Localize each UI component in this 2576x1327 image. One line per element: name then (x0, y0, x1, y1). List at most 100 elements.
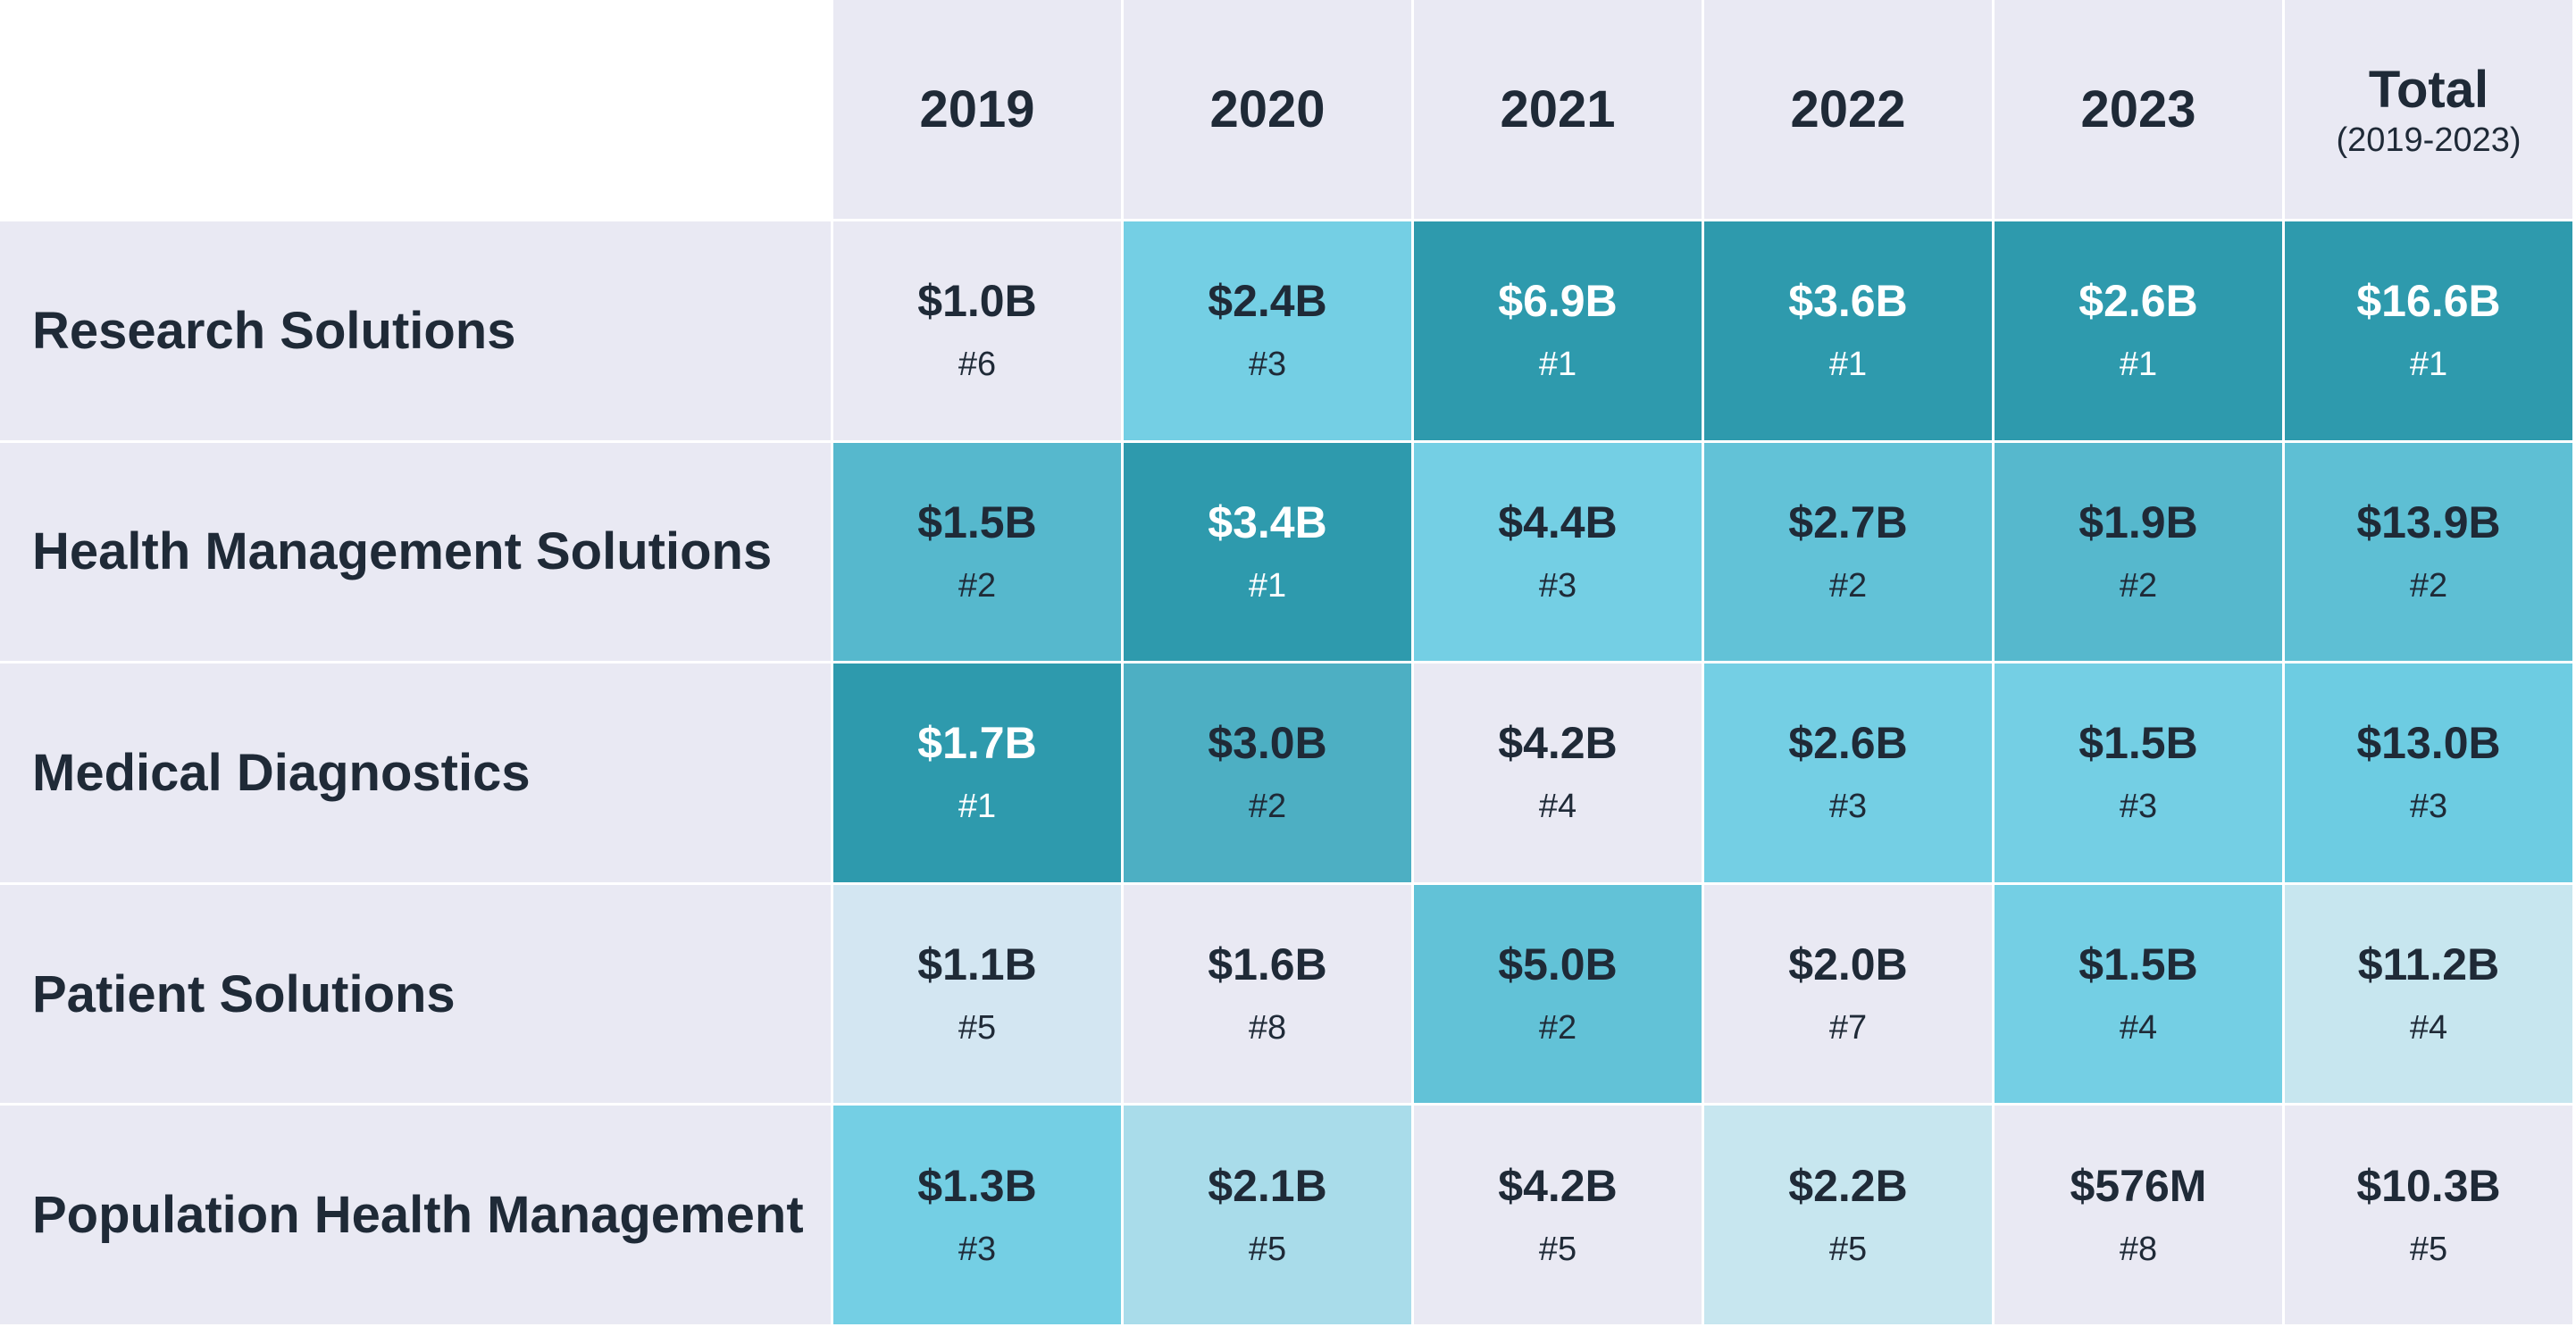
cell-rank: #5 (958, 1009, 997, 1047)
cell-rank: #2 (2409, 566, 2448, 605)
heatmap-cell: $1.1B #5 (833, 884, 1124, 1106)
row-header: Patient Solutions (0, 884, 833, 1106)
heatmap-cell: $13.9B #2 (2285, 442, 2575, 664)
heatmap-cell: $2.7B #2 (1704, 442, 1995, 664)
cell-value: $4.2B (1498, 718, 1618, 769)
column-header-label: 2019 (919, 80, 1035, 138)
cell-value: $6.9B (1498, 276, 1618, 327)
cell-value: $2.1B (1208, 1160, 1327, 1211)
heatmap-cell: $2.2B #5 (1704, 1106, 1995, 1327)
cell-value: $4.2B (1498, 1160, 1618, 1211)
heatmap-cell: $576M #8 (1995, 1106, 2285, 1327)
heatmap-cell: $6.9B #1 (1414, 221, 1704, 443)
cell-rank: #3 (958, 1230, 997, 1268)
column-header-label: 2020 (1209, 80, 1326, 138)
row-header: Health Management Solutions (0, 442, 833, 664)
column-header-label: Total (2368, 60, 2489, 119)
heatmap-cell: $1.5B #3 (1995, 664, 2285, 885)
cell-rank: #3 (1248, 346, 1287, 384)
cell-value: $2.7B (1788, 497, 1908, 547)
cell-rank: #2 (1828, 566, 1868, 605)
cell-value: $1.7B (917, 718, 1037, 769)
cell-value: $5.0B (1498, 939, 1618, 990)
cell-value: $3.6B (1788, 276, 1908, 327)
row-header: Population Health Management (0, 1106, 833, 1327)
cell-rank: #5 (1828, 1230, 1868, 1268)
cell-value: $1.5B (2078, 939, 2198, 990)
heatmap-cell: $2.4B #3 (1124, 221, 1414, 443)
row-header: Research Solutions (0, 221, 833, 443)
heatmap-cell: $3.6B #1 (1704, 221, 1995, 443)
heatmap-cell: $1.9B #2 (1995, 442, 2285, 664)
cell-rank: #4 (2409, 1009, 2448, 1047)
column-header: 2020 (1124, 0, 1414, 221)
column-header: 2023 (1995, 0, 2285, 221)
heatmap-cell: $1.5B #2 (833, 442, 1124, 664)
cell-rank: #6 (958, 346, 997, 384)
cell-value: $3.0B (1208, 718, 1327, 769)
cell-rank: #2 (958, 566, 997, 605)
cell-value: $2.6B (1788, 718, 1908, 769)
cell-value: $11.2B (2357, 939, 2500, 990)
column-header-sublabel: (2019-2023) (2336, 121, 2522, 159)
heatmap-cell: $1.6B #8 (1124, 884, 1414, 1106)
heatmap-cell: $2.1B #5 (1124, 1106, 1414, 1327)
heatmap-cell: $3.0B #2 (1124, 664, 1414, 885)
cell-value: $2.4B (1208, 276, 1327, 327)
corner-cell (0, 0, 833, 221)
cell-value: $1.1B (917, 939, 1037, 990)
cell-rank: #1 (1538, 346, 1577, 384)
heatmap-cell: $1.3B #3 (833, 1106, 1124, 1327)
heatmap-cell: $4.2B #4 (1414, 664, 1704, 885)
cell-rank: #5 (1248, 1230, 1287, 1268)
cell-rank: #1 (1248, 566, 1287, 605)
heatmap-cell: $4.2B #5 (1414, 1106, 1704, 1327)
cell-rank: #1 (2119, 346, 2158, 384)
cell-rank: #5 (2409, 1230, 2448, 1268)
column-header-label: 2022 (1790, 80, 1906, 138)
cell-rank: #4 (1538, 788, 1577, 826)
cell-value: $576M (2070, 1160, 2207, 1211)
cell-rank: #5 (1538, 1230, 1577, 1268)
cell-rank: #3 (1538, 566, 1577, 605)
cell-value: $3.4B (1208, 497, 1327, 547)
heatmap-cell: $1.7B #1 (833, 664, 1124, 885)
cell-rank: #3 (2409, 788, 2448, 826)
cell-rank: #4 (2119, 1009, 2158, 1047)
column-header-label: 2021 (1500, 80, 1616, 138)
cell-rank: #3 (2119, 788, 2158, 826)
cell-rank: #1 (1828, 346, 1868, 384)
heatmap-cell: $2.0B #7 (1704, 884, 1995, 1106)
row-header: Medical Diagnostics (0, 664, 833, 885)
heatmap-cell: $16.6B #1 (2285, 221, 2575, 443)
cell-value: $1.5B (917, 497, 1037, 547)
cell-value: $13.9B (2356, 497, 2501, 547)
heatmap-cell: $3.4B #1 (1124, 442, 1414, 664)
cell-value: $16.6B (2356, 276, 2501, 327)
cell-value: $1.9B (2078, 497, 2198, 547)
cell-rank: #2 (1538, 1009, 1577, 1047)
cell-value: $2.6B (2078, 276, 2198, 327)
cell-value: $1.6B (1208, 939, 1327, 990)
cell-value: $1.3B (917, 1160, 1037, 1211)
cell-value: $1.0B (917, 276, 1037, 327)
cell-rank: #2 (1248, 788, 1287, 826)
column-header: Total (2019-2023) (2285, 0, 2575, 221)
cell-rank: #8 (1248, 1009, 1287, 1047)
cell-value: $13.0B (2356, 718, 2501, 769)
heatmap-cell: $1.5B #4 (1995, 884, 2285, 1106)
cell-rank: #1 (958, 788, 997, 826)
cell-value: $10.3B (2356, 1160, 2501, 1211)
heatmap-cell: $1.0B #6 (833, 221, 1124, 443)
column-header: 2021 (1414, 0, 1704, 221)
cell-value: $4.4B (1498, 497, 1618, 547)
cell-rank: #8 (2119, 1230, 2158, 1268)
heatmap-cell: $2.6B #3 (1704, 664, 1995, 885)
cell-value: $1.5B (2078, 718, 2198, 769)
cell-rank: #7 (1828, 1009, 1868, 1047)
column-header-label: 2023 (2080, 80, 2196, 138)
column-header: 2019 (833, 0, 1124, 221)
cell-rank: #1 (2409, 346, 2448, 384)
cell-value: $2.2B (1788, 1160, 1908, 1211)
